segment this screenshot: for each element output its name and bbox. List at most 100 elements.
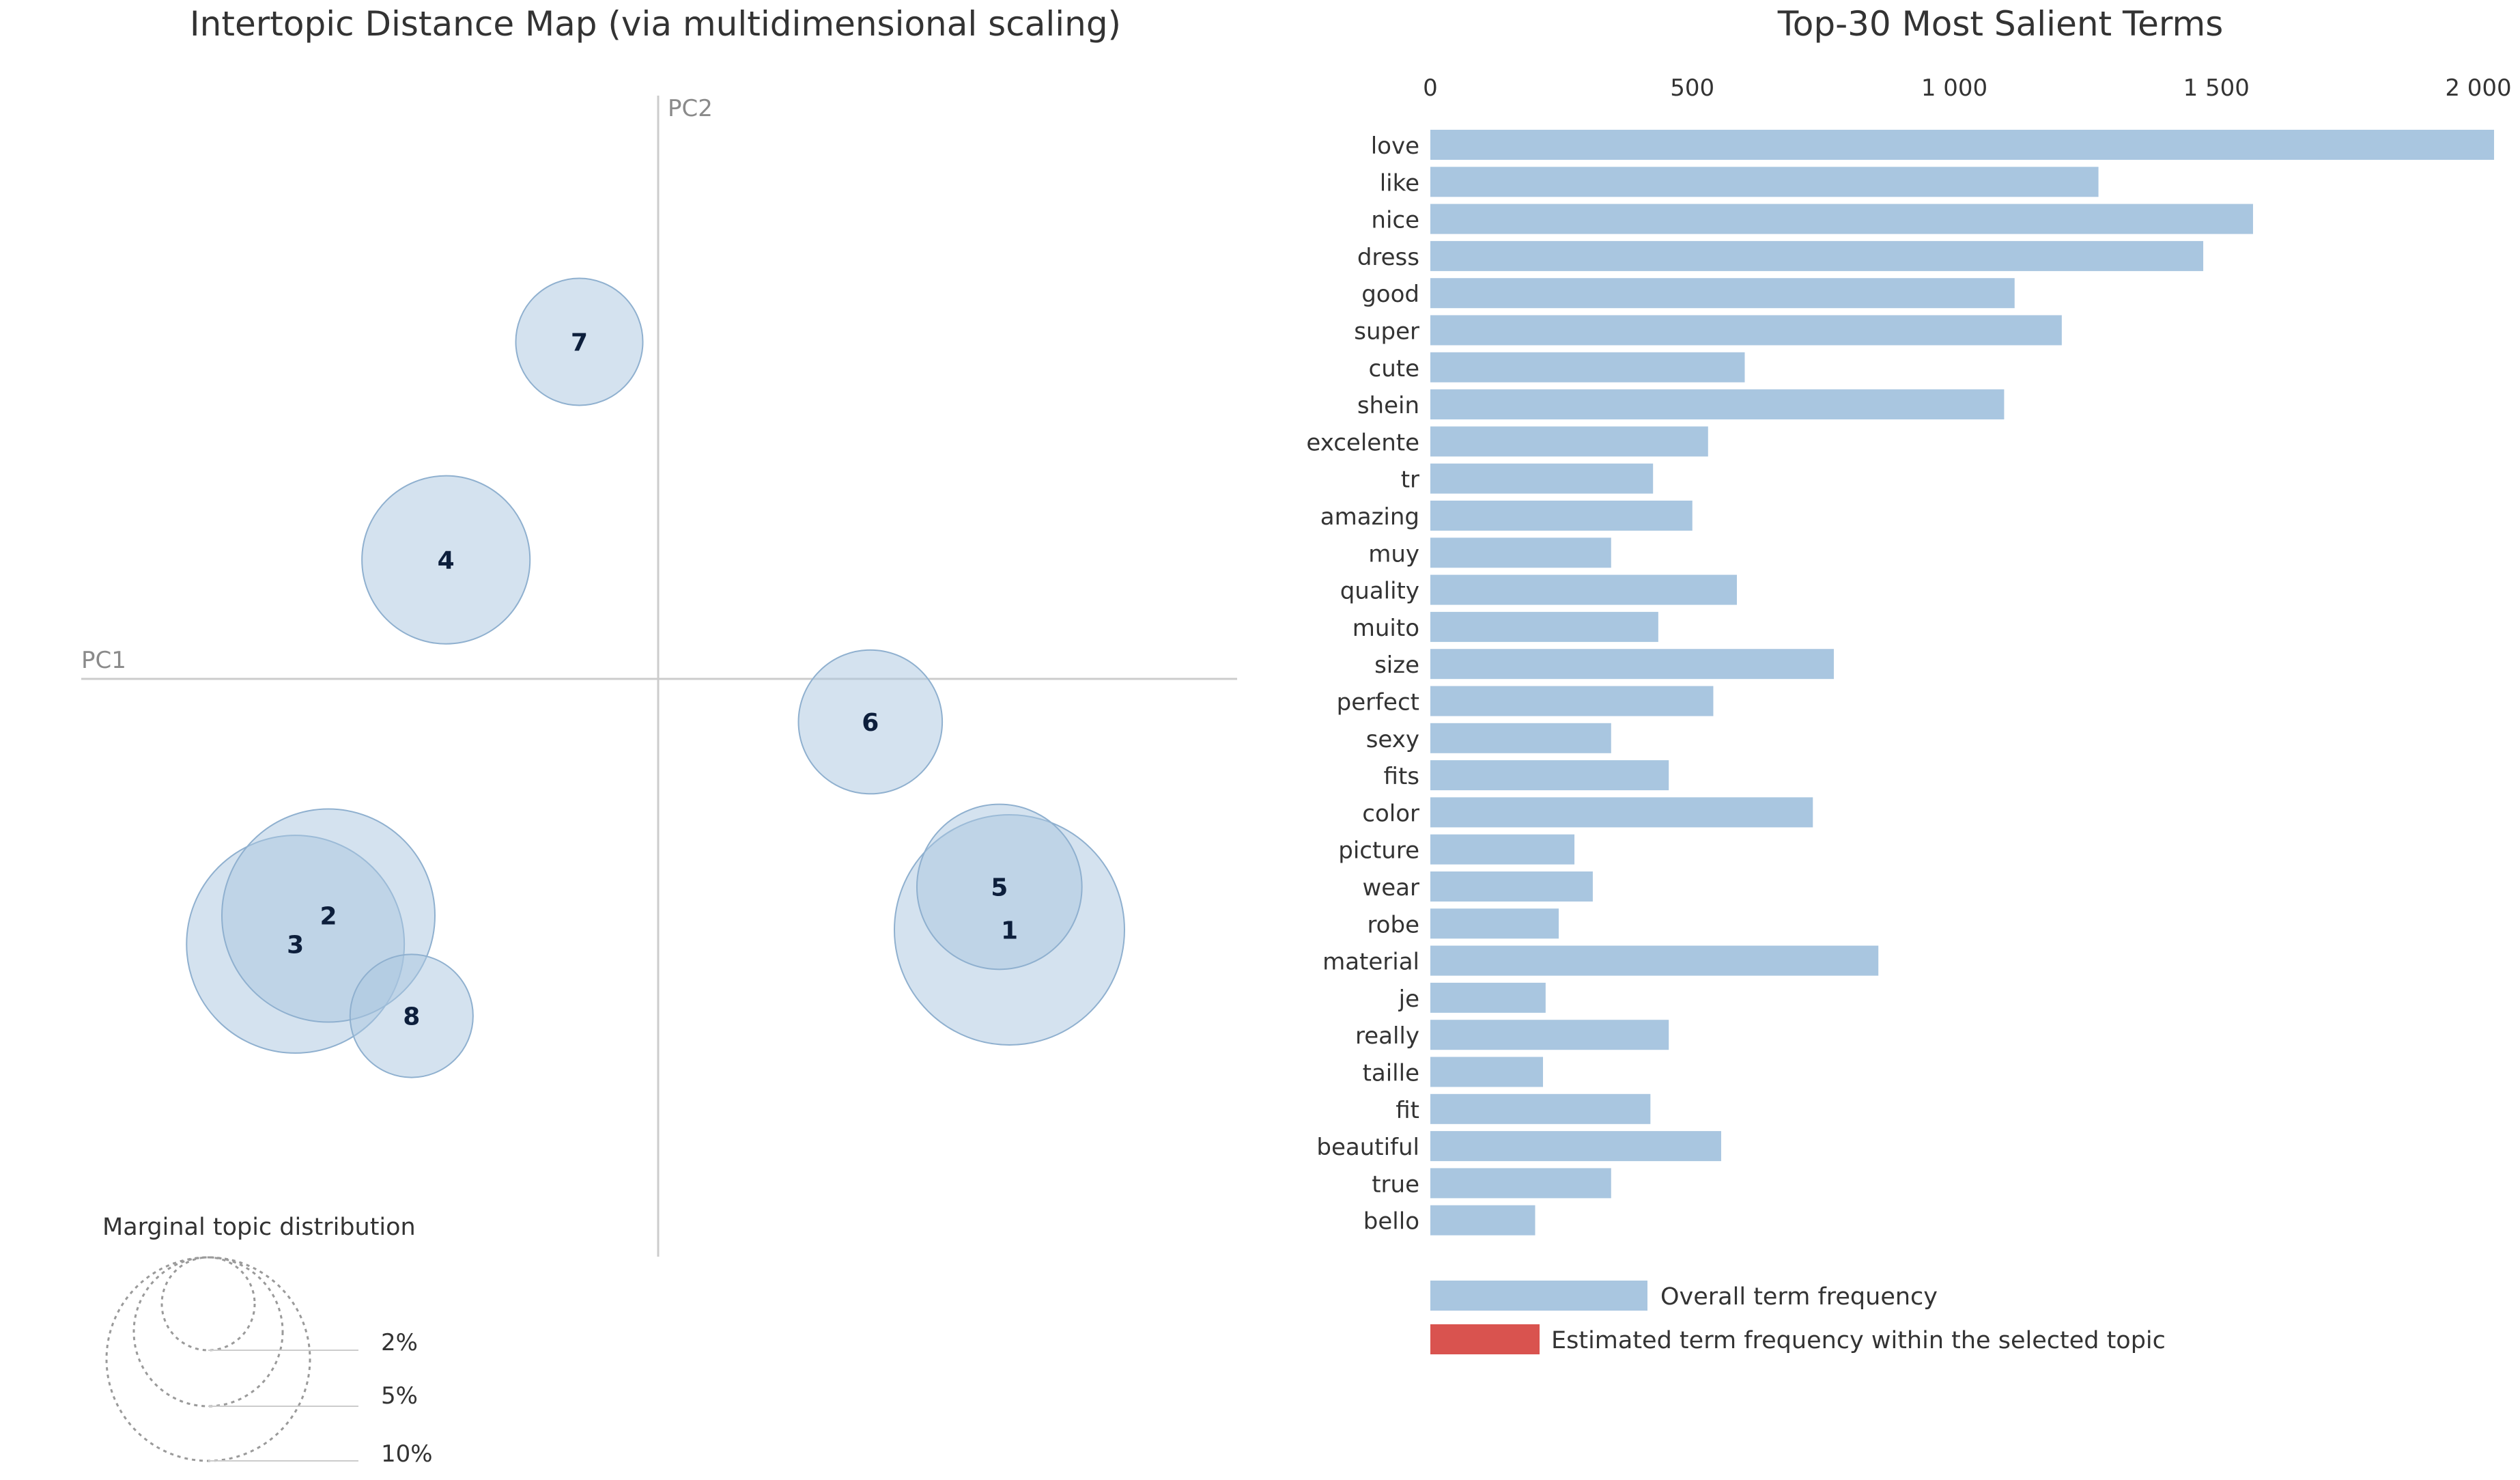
- salient-terms-labels: love like nice dress good super cute shein excel…: [1306, 132, 1419, 1235]
- term-label-cute: cute: [1369, 355, 1420, 382]
- term-label-good: good: [1361, 281, 1419, 308]
- bar-picture[interactable]: [1430, 834, 1575, 865]
- term-label-shein: shein: [1357, 392, 1419, 419]
- bar-perfect[interactable]: [1430, 686, 1714, 716]
- term-label-fit: fit: [1396, 1097, 1419, 1124]
- bar-true[interactable]: [1430, 1168, 1611, 1199]
- topic-label-7: 7: [571, 329, 588, 357]
- term-label-dress: dress: [1357, 244, 1419, 271]
- bar-color[interactable]: [1430, 797, 1813, 828]
- term-label-true: true: [1372, 1171, 1419, 1198]
- bar-fits[interactable]: [1430, 760, 1669, 791]
- term-label-bello: bello: [1363, 1208, 1419, 1235]
- legend-topic-swatch: [1430, 1324, 1540, 1354]
- bar-quality[interactable]: [1430, 574, 1737, 605]
- term-label-beautiful: beautiful: [1316, 1134, 1419, 1161]
- bar-fit[interactable]: [1430, 1093, 1651, 1124]
- bar-tr[interactable]: [1430, 463, 1654, 494]
- marginal-circle-10pct: [105, 1256, 311, 1462]
- x-tick-label: 1 500: [2183, 74, 2250, 102]
- salient-terms-bars: [1430, 130, 2495, 1235]
- topic-bubble-8[interactable]: [349, 953, 474, 1078]
- topic-bubble-4[interactable]: [361, 475, 531, 645]
- bar-really[interactable]: [1430, 1020, 1669, 1050]
- topic-label-4: 4: [438, 547, 455, 575]
- bar-muy[interactable]: [1430, 537, 1611, 568]
- topic-label-5: 5: [991, 874, 1008, 902]
- marginal-label-5pct: 5%: [381, 1382, 418, 1410]
- bar-size[interactable]: [1430, 649, 1834, 680]
- bar-good[interactable]: [1430, 278, 2015, 309]
- term-label-nice: nice: [1371, 207, 1419, 234]
- marginal-circle-5pct: [132, 1256, 284, 1408]
- salient-terms-x-ticks: 0 500 1 000 1 500 2 000: [1423, 74, 2511, 102]
- term-label-muy: muy: [1368, 540, 1419, 568]
- term-label-amazing: amazing: [1320, 503, 1419, 531]
- salient-terms-title: Top-30 Most Salient Terms: [1777, 4, 2224, 44]
- term-label-picture: picture: [1338, 837, 1419, 865]
- bar-like[interactable]: [1430, 167, 2099, 197]
- legend-topic-label: Estimated term frequency within the sele…: [1551, 1327, 2166, 1354]
- topic-label-6: 6: [862, 709, 879, 737]
- term-label-muito: muito: [1353, 615, 1419, 642]
- term-label-material: material: [1322, 949, 1419, 976]
- marginal-distribution-title: Marginal topic distribution: [102, 1214, 416, 1241]
- topic-bubble-6[interactable]: [797, 649, 944, 795]
- bar-nice[interactable]: [1430, 204, 2253, 234]
- topic-label-2: 2: [320, 903, 337, 931]
- bar-super[interactable]: [1430, 315, 2062, 346]
- term-label-excelente: excelente: [1306, 429, 1419, 456]
- intertopic-map-title: Intertopic Distance Map (via multidimens…: [190, 4, 1121, 44]
- term-label-taille: taille: [1363, 1060, 1419, 1087]
- bar-beautiful[interactable]: [1430, 1131, 1721, 1162]
- marginal-topic-distribution: Marginal topic distribution 2% 5% 10%: [102, 1214, 433, 1468]
- topic-bubble-5[interactable]: [916, 803, 1083, 971]
- term-label-super: super: [1354, 318, 1419, 346]
- term-label-je: je: [1398, 986, 1419, 1013]
- term-label-sexy: sexy: [1366, 726, 1419, 753]
- pc1-axis-label: PC1: [81, 647, 126, 674]
- marginal-label-2pct: 2%: [381, 1329, 418, 1356]
- bar-robe[interactable]: [1430, 908, 1559, 939]
- bar-bello[interactable]: [1430, 1205, 1535, 1235]
- topic-bubbles: [186, 277, 1125, 1078]
- pc2-axis-label: PC2: [668, 95, 713, 122]
- bar-sexy[interactable]: [1430, 723, 1611, 753]
- term-label-fits: fits: [1384, 763, 1419, 790]
- bar-wear[interactable]: [1430, 871, 1593, 902]
- bar-amazing[interactable]: [1430, 501, 1693, 531]
- bar-excelente[interactable]: [1430, 426, 1708, 457]
- bar-taille[interactable]: [1430, 1057, 1544, 1087]
- intertopic-map-axes: PC1 PC2: [81, 95, 1237, 1257]
- legend-overall-swatch: [1430, 1281, 1647, 1311]
- bar-cute[interactable]: [1430, 352, 1745, 382]
- bar-legend: Overall term frequency Estimated term fr…: [1430, 1281, 2166, 1354]
- topic-bubble-7[interactable]: [515, 277, 644, 406]
- legend-overall-label: Overall term frequency: [1660, 1283, 1938, 1311]
- x-tick-label: 0: [1423, 74, 1438, 102]
- term-label-tr: tr: [1401, 466, 1419, 494]
- term-label-size: size: [1374, 652, 1419, 679]
- topic-label-3: 3: [287, 932, 304, 960]
- x-tick-label: 2 000: [2445, 74, 2511, 102]
- marginal-label-10pct: 10%: [381, 1440, 433, 1468]
- bar-je[interactable]: [1430, 982, 1546, 1013]
- term-label-color: color: [1362, 800, 1419, 827]
- bar-shein[interactable]: [1430, 389, 2005, 420]
- term-label-love: love: [1371, 132, 1419, 160]
- bar-material[interactable]: [1430, 945, 1879, 976]
- term-label-robe: robe: [1367, 911, 1419, 938]
- marginal-circle-2pct: [160, 1256, 256, 1352]
- bar-love[interactable]: [1430, 130, 2495, 160]
- term-label-like: like: [1380, 169, 1419, 197]
- topic-label-8: 8: [403, 1003, 420, 1031]
- bar-dress[interactable]: [1430, 240, 2204, 271]
- term-label-really: really: [1355, 1022, 1419, 1050]
- bar-muito[interactable]: [1430, 611, 1658, 642]
- term-label-quality: quality: [1340, 578, 1419, 605]
- x-tick-label: 500: [1670, 74, 1714, 102]
- term-label-wear: wear: [1362, 874, 1419, 902]
- term-label-perfect: perfect: [1337, 689, 1419, 716]
